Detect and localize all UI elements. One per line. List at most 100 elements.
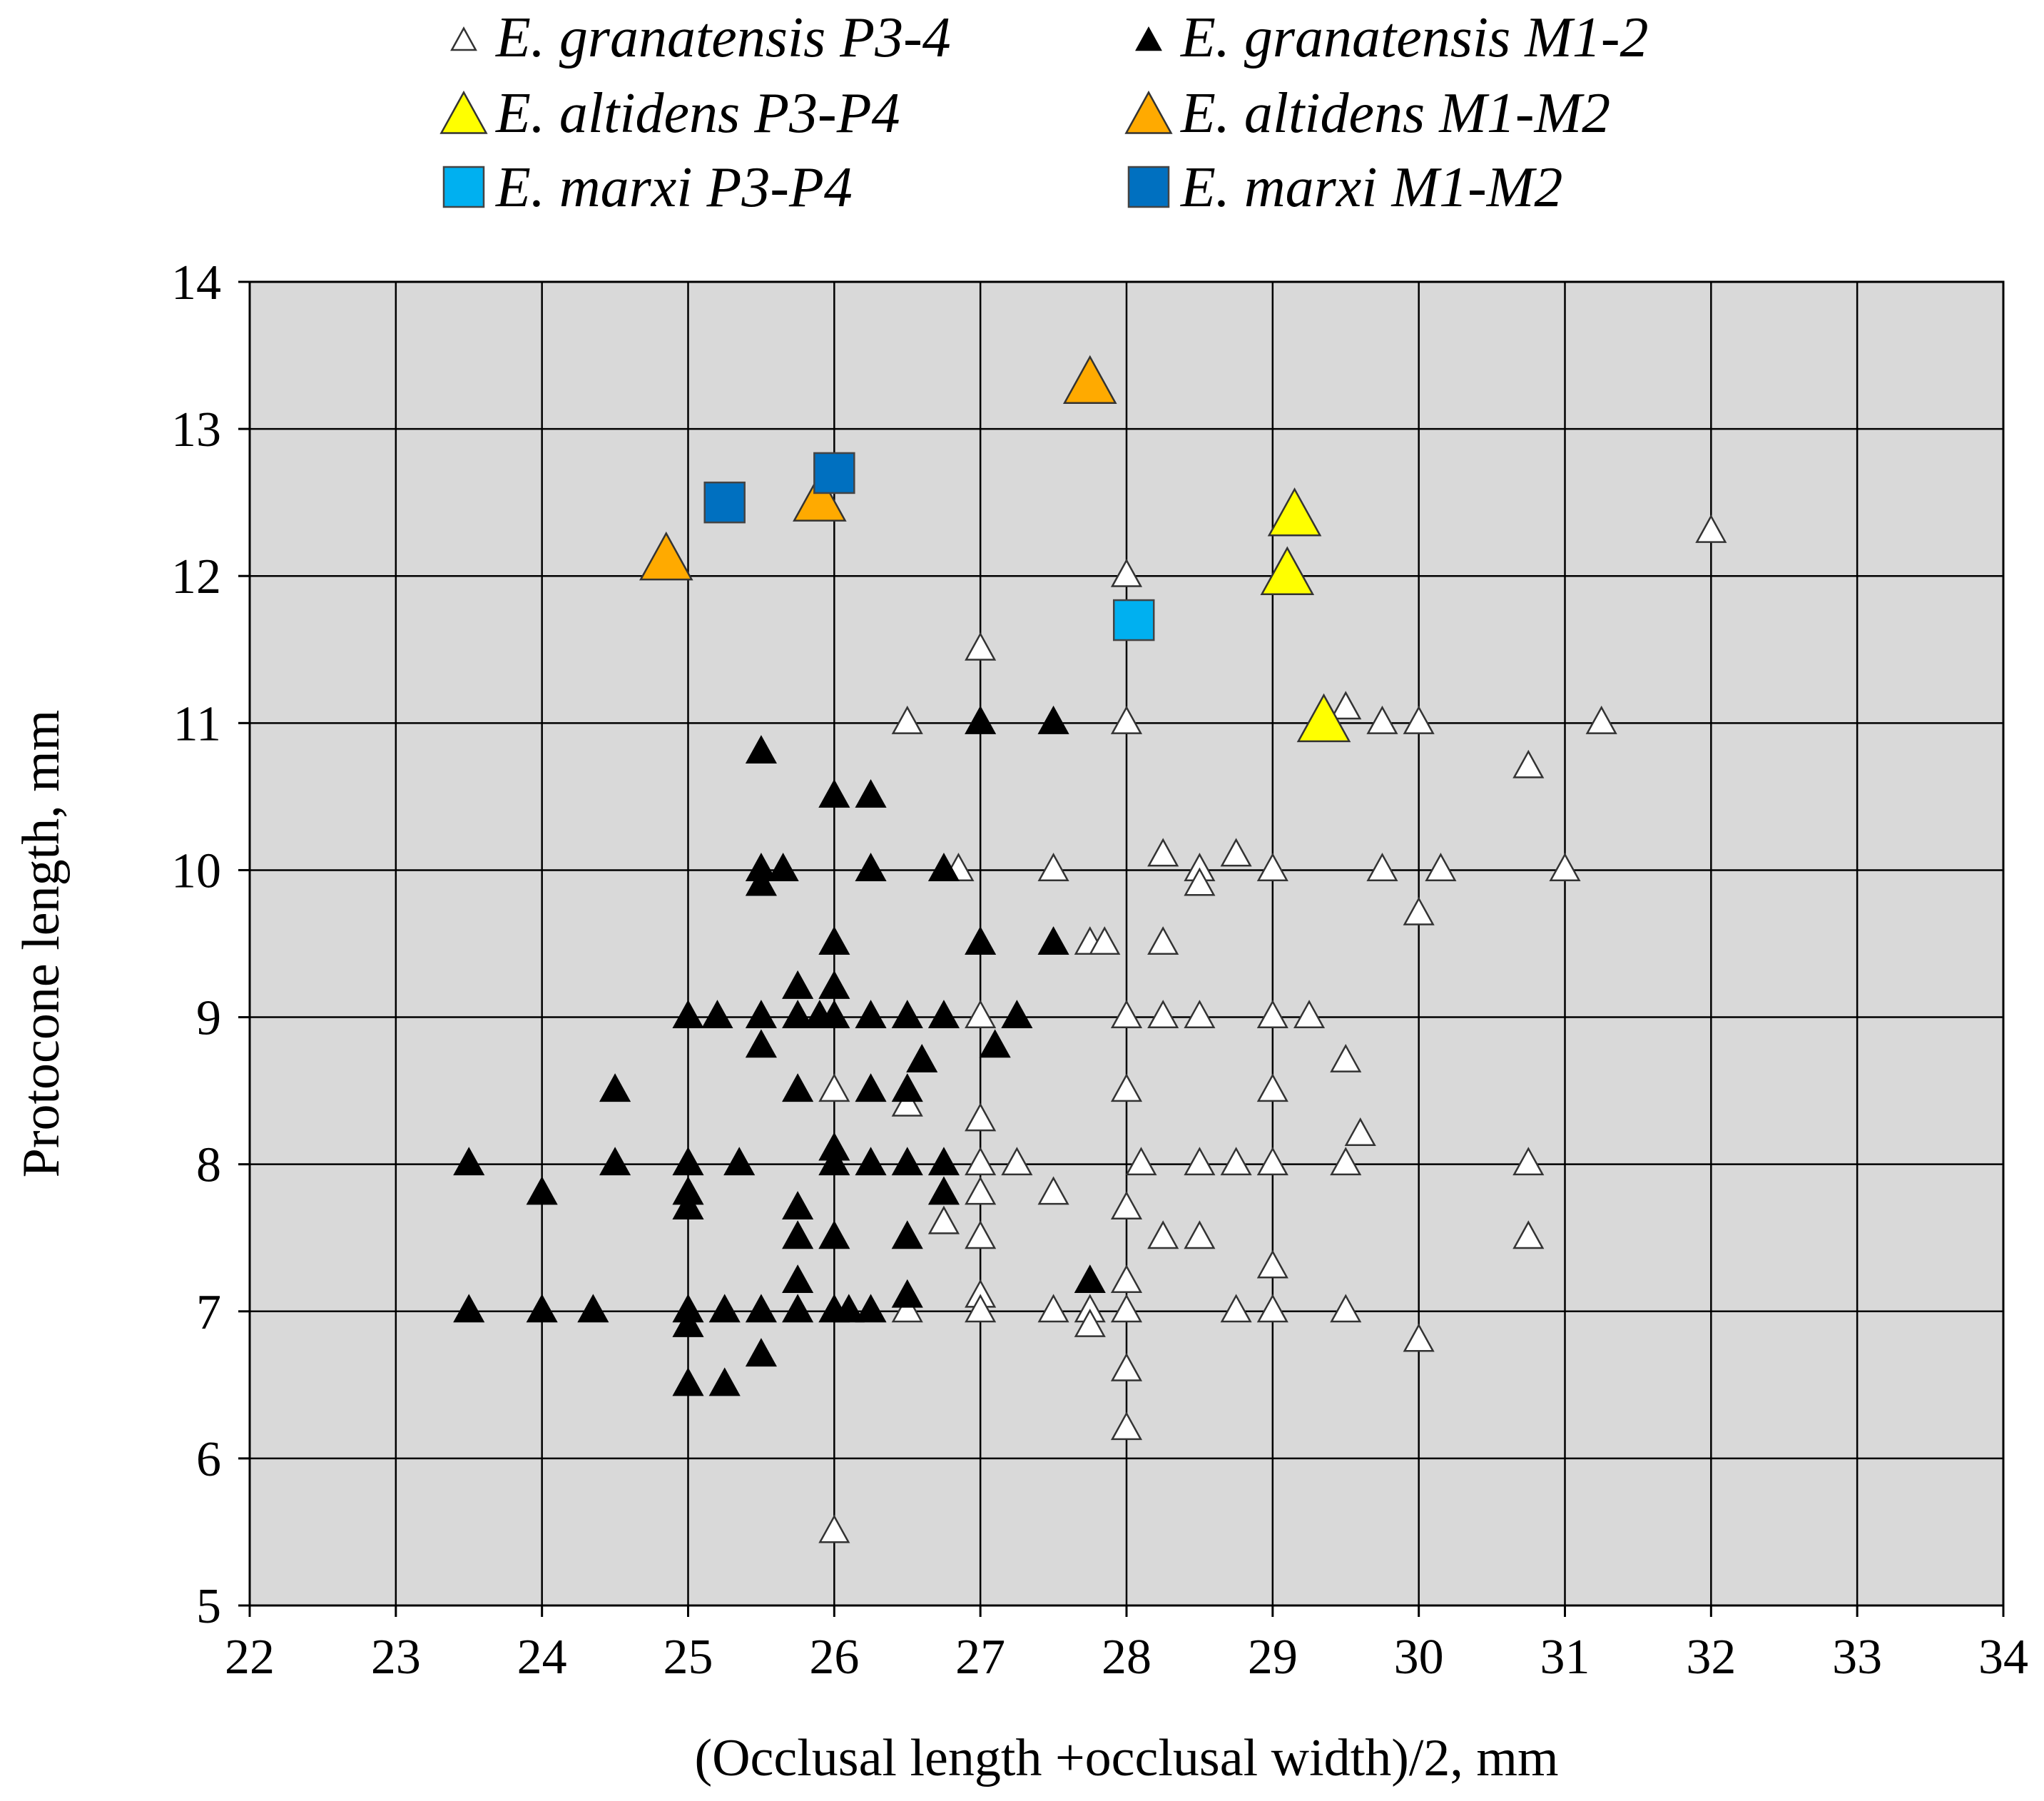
data-point <box>782 1220 814 1249</box>
data-point <box>599 1147 631 1176</box>
data-point <box>1110 558 1143 587</box>
series-e-granatensis-p3-4 <box>818 514 1727 1543</box>
y-tick-label: 9 <box>196 991 221 1046</box>
data-point <box>965 1147 997 1176</box>
legend-entry-e-altidens-p3-p4: E. altidens P3-P4 <box>439 82 900 145</box>
data-point <box>927 1205 960 1234</box>
series-e-altidens-m1-m2 <box>639 355 1117 581</box>
legend-marker <box>1135 26 1162 51</box>
data-point <box>745 1029 777 1058</box>
data-point <box>1695 514 1727 543</box>
data-point <box>891 1087 923 1117</box>
x-tick-label: 31 <box>1540 1630 1590 1685</box>
data-point <box>526 1294 558 1323</box>
data-point <box>1366 705 1398 734</box>
y-tick-label: 13 <box>171 402 221 457</box>
data-point <box>1585 705 1617 734</box>
series-e-altidens-p3-p4 <box>1260 487 1351 743</box>
data-point <box>1260 546 1315 595</box>
data-point <box>1296 693 1351 743</box>
data-point <box>855 1000 887 1029</box>
x-tick-label: 33 <box>1832 1630 1882 1685</box>
data-point <box>965 1000 997 1029</box>
data-point <box>1256 1294 1288 1323</box>
data-point <box>1330 1147 1362 1176</box>
data-point <box>782 1264 814 1294</box>
y-tick-label: 14 <box>171 255 221 310</box>
data-point <box>599 1073 631 1102</box>
data-point <box>891 1220 923 1249</box>
data-point <box>767 853 799 881</box>
data-point <box>818 1147 850 1176</box>
data-point <box>906 1043 938 1072</box>
data-point <box>1425 853 1457 881</box>
data-point <box>818 926 850 955</box>
data-point <box>927 1000 960 1029</box>
x-tick-label: 26 <box>809 1630 859 1685</box>
data-point <box>855 1294 887 1323</box>
x-axis-title: (Occlusal length +occlusal width)/2, mm <box>694 1729 1558 1787</box>
data-point <box>745 1338 777 1367</box>
legend-label: E. granatensis P3-4 <box>495 6 951 69</box>
x-tick-label: 25 <box>663 1630 713 1685</box>
data-point <box>1001 1000 1033 1029</box>
data-point <box>1330 1294 1362 1323</box>
data-point <box>703 481 746 524</box>
data-point <box>672 1147 704 1176</box>
data-point <box>1110 1294 1143 1323</box>
grid <box>248 280 2005 1607</box>
data-point <box>1110 1000 1143 1029</box>
data-point <box>1110 1073 1143 1102</box>
data-point <box>1330 691 1362 720</box>
data-point <box>1256 1147 1288 1176</box>
data-point <box>723 1147 756 1176</box>
data-point <box>1512 1147 1545 1176</box>
y-tick-label: 8 <box>196 1138 221 1193</box>
data-point <box>833 1294 865 1323</box>
data-point <box>1512 749 1545 778</box>
y-tick-label: 12 <box>171 549 221 604</box>
data-point <box>855 853 887 881</box>
data-point <box>1220 838 1252 867</box>
data-point <box>1256 1249 1288 1279</box>
legend: E. granatensis P3-4 E. granatensis M1-2 E.… <box>439 6 1649 219</box>
data-point <box>453 1147 485 1176</box>
data-point <box>965 705 997 734</box>
series-e-marxi-p3-p4 <box>1112 599 1155 641</box>
data-point <box>1110 705 1143 734</box>
data-point <box>701 1000 733 1029</box>
data-point <box>1147 1220 1179 1249</box>
y-axis-title: Protocone length, mm <box>12 710 71 1178</box>
data-point <box>1220 1147 1252 1176</box>
data-point <box>927 1176 960 1205</box>
data-point <box>672 1308 704 1337</box>
legend-marker <box>1127 166 1170 208</box>
data-point <box>1344 1117 1376 1146</box>
x-tick-label: 32 <box>1686 1630 1736 1685</box>
data-point <box>891 705 923 734</box>
data-point <box>1037 1176 1069 1205</box>
legend-entry-e-altidens-m1-m2: E. altidens M1-M2 <box>1124 82 1610 145</box>
x-tick-label: 22 <box>225 1630 275 1685</box>
data-point <box>1062 355 1117 405</box>
data-point <box>745 1294 777 1323</box>
data-point <box>1403 705 1435 734</box>
series-e-marxi-m1-m2 <box>703 452 855 524</box>
data-point <box>708 1367 741 1396</box>
data-point <box>782 970 814 999</box>
data-point <box>927 853 960 881</box>
data-point <box>672 1000 704 1029</box>
data-point <box>855 1147 887 1176</box>
data-point <box>891 1147 923 1176</box>
data-point <box>672 1367 704 1396</box>
data-point <box>1125 1147 1157 1176</box>
x-tick-label: 29 <box>1248 1630 1298 1685</box>
data-point <box>1147 838 1179 867</box>
legend-marker <box>450 26 477 51</box>
data-point <box>639 531 693 581</box>
data-point <box>672 1191 704 1219</box>
data-point <box>1549 853 1581 881</box>
data-point <box>1256 1073 1288 1102</box>
